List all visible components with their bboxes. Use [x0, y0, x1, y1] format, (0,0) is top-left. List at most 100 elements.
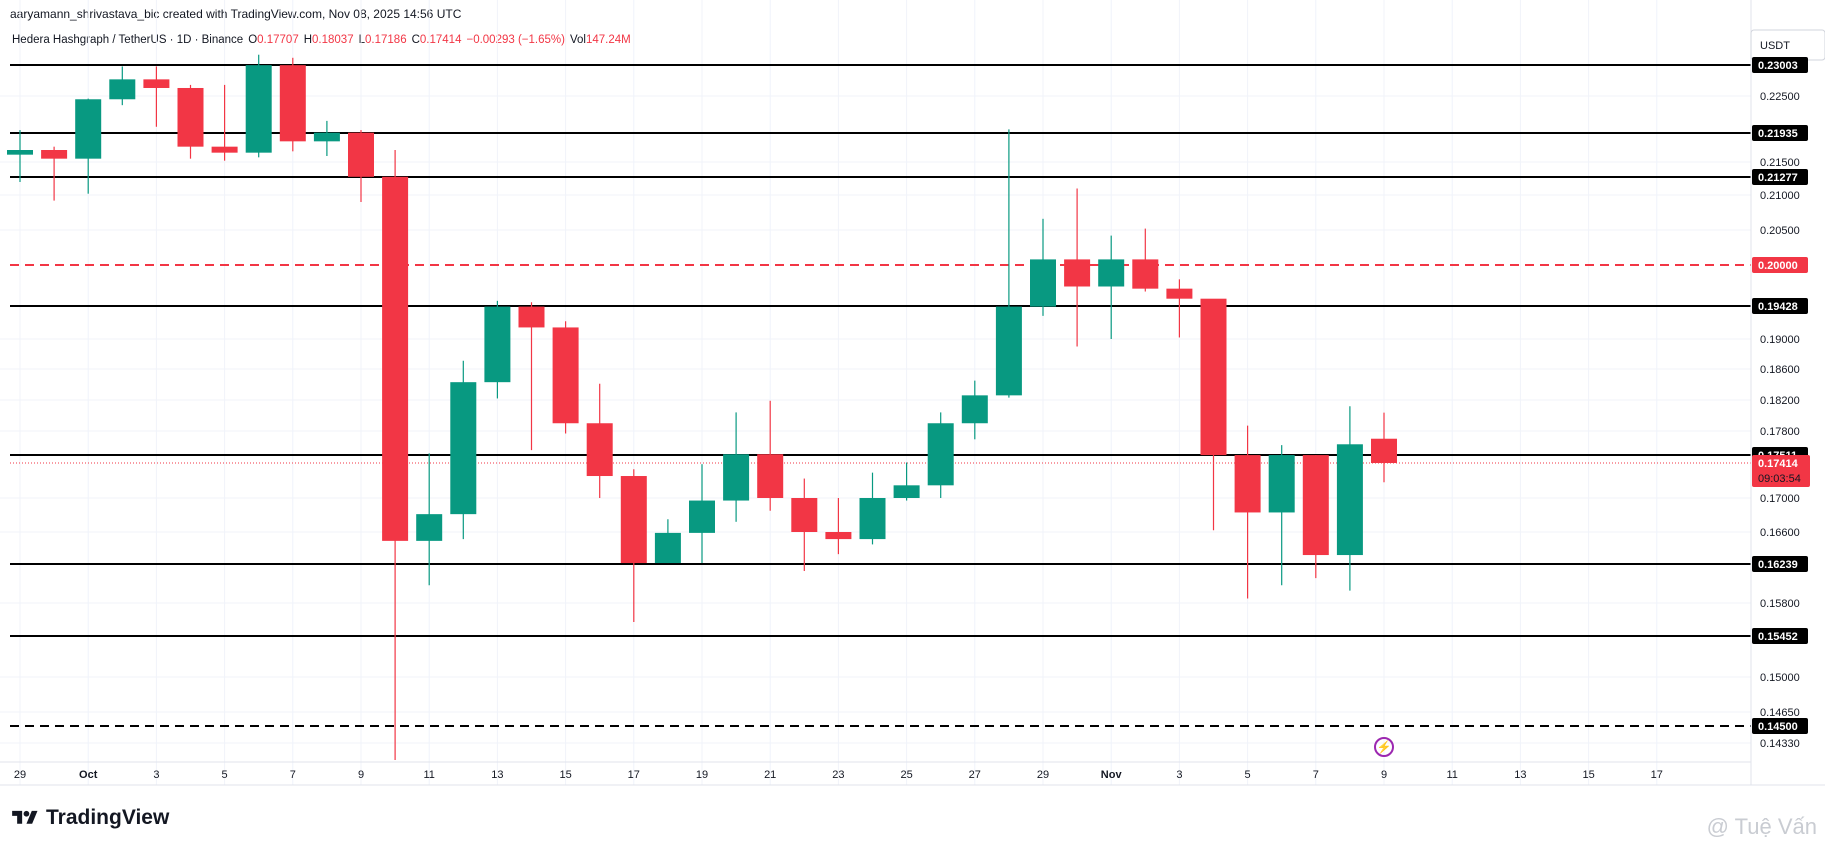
candle[interactable] — [1098, 235, 1125, 339]
tradingview-brand[interactable]: TradingView — [10, 806, 169, 830]
candle[interactable] — [211, 84, 238, 161]
candle[interactable] — [450, 360, 477, 540]
candle[interactable] — [75, 98, 102, 194]
candle[interactable] — [109, 66, 136, 106]
level-label-text: 0.16239 — [1758, 559, 1798, 571]
symbol-name[interactable]: Hedera Hashgraph / TetherUS · 1D · Binan… — [12, 34, 244, 46]
candle[interactable] — [893, 462, 920, 501]
high-value: 0.18037 — [312, 34, 354, 46]
candle[interactable] — [654, 519, 681, 564]
price-axis[interactable]: USDT 0.22500 0.21500 0.21000 0.20500 0.19000… — [1750, 0, 1825, 785]
candle[interactable] — [1166, 279, 1193, 338]
candle[interactable] — [313, 120, 340, 156]
candle[interactable] — [723, 412, 750, 522]
candle[interactable] — [1132, 228, 1159, 292]
candle-body — [1132, 259, 1159, 289]
price-tick-label: 0.14330 — [1760, 738, 1800, 750]
candle[interactable] — [689, 464, 715, 564]
candle[interactable] — [245, 54, 272, 158]
candle-body — [143, 79, 170, 88]
candle[interactable] — [484, 300, 511, 399]
chart-credit: aaryamann_shrivastava_bic created with T… — [10, 7, 462, 21]
date-tick-label: 3 — [153, 769, 159, 781]
candle[interactable] — [1064, 188, 1091, 347]
candle-body — [1336, 444, 1363, 556]
horizontal-levels — [10, 64, 1751, 727]
lightning-event-icon[interactable]: ⚡ — [1374, 737, 1394, 757]
candle[interactable] — [143, 66, 170, 127]
candle[interactable] — [41, 146, 68, 201]
candle-body — [893, 485, 920, 498]
candle[interactable] — [177, 84, 204, 159]
level-price-label[interactable]: 0.15452 — [1752, 628, 1808, 644]
candle[interactable] — [1200, 298, 1227, 531]
level-price-label[interactable]: 0.16239 — [1752, 556, 1808, 572]
level-label-bg — [1752, 628, 1808, 644]
candle[interactable] — [1336, 406, 1363, 591]
candle-body — [859, 498, 886, 540]
level-label-bg — [1752, 169, 1808, 185]
candle[interactable] — [7, 130, 33, 183]
candle[interactable] — [348, 130, 374, 202]
candle[interactable] — [757, 400, 784, 511]
candle-body — [1064, 259, 1091, 287]
candle[interactable] — [1268, 445, 1295, 586]
price-tick-label: 0.21000 — [1760, 190, 1800, 202]
candle[interactable] — [586, 383, 613, 498]
candle[interactable] — [1302, 455, 1329, 579]
tradingview-logo-icon — [12, 810, 38, 824]
open-value: 0.17707 — [257, 34, 299, 46]
price-tick-label: 0.19000 — [1760, 334, 1800, 346]
price-tick-label: 0.17000 — [1760, 493, 1800, 505]
candle[interactable] — [859, 472, 886, 545]
date-tick-label: Oct — [79, 769, 98, 781]
candle-body — [620, 476, 647, 564]
candle-body — [109, 79, 136, 100]
candle[interactable] — [1030, 218, 1056, 316]
candle[interactable] — [620, 469, 647, 622]
candle[interactable] — [382, 150, 409, 760]
candle-body — [723, 454, 750, 501]
candle[interactable] — [1371, 412, 1397, 483]
candle[interactable] — [552, 321, 579, 434]
candle[interactable] — [279, 57, 306, 152]
candle[interactable] — [791, 478, 818, 572]
candle-body — [348, 132, 374, 177]
price-tick-label: 0.15000 — [1760, 672, 1800, 684]
date-tick-label: 23 — [832, 769, 844, 781]
candle-body — [1166, 288, 1193, 299]
high-label: H — [303, 34, 313, 46]
candle[interactable] — [927, 412, 954, 498]
candle[interactable] — [825, 498, 852, 555]
level-price-label[interactable]: 0.21277 — [1752, 169, 1808, 185]
level-price-label[interactable]: 0.20000 — [1752, 257, 1808, 273]
last-price-label[interactable]: 0.17414 09:03:54 — [1752, 455, 1810, 487]
price-tick-label: 0.18600 — [1760, 364, 1800, 376]
candle-body — [279, 65, 306, 142]
price-tick-label: 0.15800 — [1760, 598, 1800, 610]
candle-body — [177, 87, 204, 147]
symbol-legend[interactable]: Hedera Hashgraph / TetherUS · 1D · Binan… — [12, 34, 631, 46]
level-price-label[interactable]: 0.14500 — [1752, 718, 1808, 734]
price-tick-label: 0.21500 — [1760, 157, 1800, 169]
candle[interactable] — [995, 129, 1022, 398]
price-tick-label: 0.17800 — [1760, 426, 1800, 438]
level-label-text: 0.21935 — [1758, 128, 1798, 140]
date-tick-label: 15 — [559, 769, 571, 781]
date-tick-label: 13 — [491, 769, 503, 781]
level-price-label[interactable]: 0.23003 — [1752, 57, 1808, 73]
candle[interactable] — [416, 453, 443, 586]
close-label: C — [411, 34, 420, 46]
level-label-text: 0.21277 — [1758, 172, 1798, 184]
candle[interactable] — [518, 302, 545, 451]
candle-body — [41, 150, 68, 159]
level-price-label[interactable]: 0.21935 — [1752, 125, 1808, 141]
candle[interactable] — [961, 380, 988, 440]
candle[interactable] — [1234, 425, 1261, 599]
volume-value: 147.24M — [585, 34, 631, 46]
level-price-label[interactable]: 0.19428 — [1752, 298, 1808, 314]
candle-body — [484, 306, 511, 383]
date-tick-label: 19 — [696, 769, 708, 781]
time-axis[interactable]: 29 Oct 3 5 7 9 11 13 15 17 19 21 23 25 27 29 Nov 3 5 7 9 11 13… — [0, 761, 1825, 786]
